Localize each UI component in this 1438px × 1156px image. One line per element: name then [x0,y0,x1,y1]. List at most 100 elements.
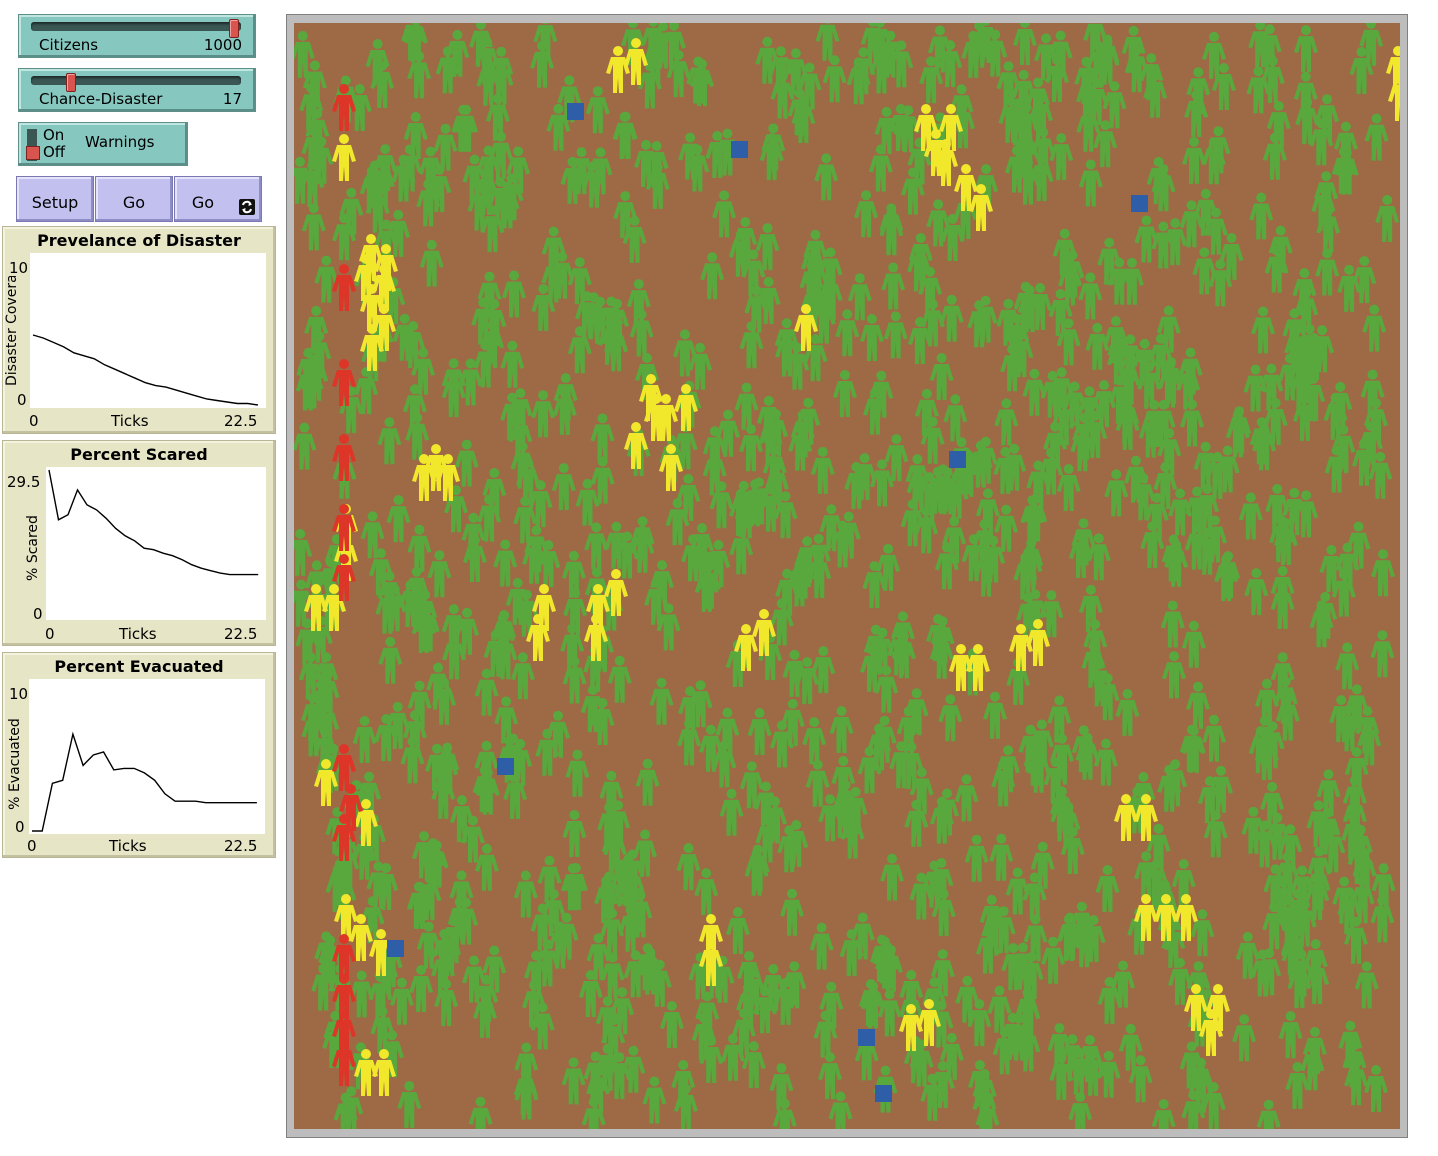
citizens-slider[interactable]: Citizens 1000 [18,14,256,58]
citizen-agent [747,708,772,755]
citizen-agent [513,870,538,918]
citizen-agent [862,561,887,609]
citizen-agent [1097,976,1122,1024]
safe-zone-marker [858,1029,875,1046]
citizen-agent [531,390,556,438]
citizen-agent [1352,256,1377,304]
citizen-agent [1115,688,1140,736]
citizen-agent [712,740,737,788]
plot-area [46,467,266,620]
citizen-agent [635,758,660,806]
slider-label: Chance-Disaster [39,90,163,108]
citizen-agent [964,834,989,882]
x-max-label: 22.5 [224,412,258,430]
citizen-agent [585,86,610,134]
scared-agent [532,584,556,631]
plot-area [29,679,265,834]
citizen-agent [1249,192,1274,240]
citizen-agent [725,907,750,954]
safe-zone-marker [387,940,404,957]
citizen-agent [676,843,701,891]
citizen-agent [502,270,526,318]
switch-rail[interactable] [27,129,37,161]
slider-track[interactable] [31,22,241,31]
slider-thumb[interactable] [228,19,239,38]
citizen-agent [500,340,525,388]
citizen-agent [565,749,590,797]
citizen-agent [1160,600,1185,648]
citizen-agent [780,888,804,936]
citizen-agent [575,478,600,526]
go-button[interactable]: Go [95,176,173,222]
series-line [32,334,259,406]
x-axis-label: Ticks [119,625,157,643]
y-max-label: 10 [9,685,29,703]
switch-on-label: On [43,126,65,144]
citizen-agent [1371,549,1395,597]
warnings-switch[interactable]: On Off Warnings [18,122,188,166]
y-min-label: 0 [15,818,25,836]
citizen-agent [809,922,834,970]
citizen-agent [870,459,894,507]
citizen-agent [584,522,609,570]
citizen-agent [378,636,403,684]
citizen-agent [626,279,651,327]
citizen-agent [926,199,951,247]
citizen-agent [493,539,518,587]
slider-track[interactable] [31,76,241,85]
world-view[interactable] [286,14,1408,1138]
citizen-agent [1095,865,1120,912]
citizen-agent [578,970,603,1017]
citizen-agent [561,1057,586,1105]
citizen-agent [1202,714,1226,762]
citizen-agent [1041,936,1066,984]
go-forever-button[interactable]: Go [174,176,262,222]
citizen-agent [1243,364,1268,412]
citizen-agent [1068,1092,1093,1129]
citizen-agent [1186,681,1210,729]
slider-thumb[interactable] [65,73,76,92]
citizen-agent [929,353,954,400]
citizen-agent [1182,136,1206,184]
citizen-agent [1232,1014,1257,1062]
y-axis-label: % Scared [25,515,41,581]
slider-label: Citizens [39,36,99,54]
citizen-agent [294,422,317,470]
switch-off-label: Off [43,143,66,161]
chance-disaster-slider[interactable]: Chance-Disaster 17 [18,68,256,112]
setup-button-label: Setup [31,193,79,212]
citizen-agent [1049,133,1074,181]
setup-button[interactable]: Setup [16,176,94,222]
citizen-agent [802,717,827,765]
y-min-label: 0 [17,391,27,409]
citizen-agent [1085,322,1110,370]
citizen-agent [621,1045,646,1093]
series-line [32,731,257,832]
citizen-agent [983,691,1007,739]
citizen-agent [1375,195,1400,242]
scared-agent [332,134,356,181]
citizen-agent [815,23,840,61]
world-canvas[interactable] [294,23,1400,1129]
citizen-agent [1370,630,1395,678]
citizen-agent [700,252,725,300]
citizen-agent [1093,738,1118,786]
plot-title: Prevelance of Disaster [37,231,241,250]
switch-knob[interactable] [26,146,40,160]
x-min-label: 0 [29,412,39,430]
citizen-agent [1251,306,1276,354]
citizen-agent [1315,248,1340,296]
citizen-agent [590,413,615,461]
citizen-agent [352,716,377,763]
y-axis-label: % Evacuated [7,718,23,810]
citizen-agent [314,255,339,303]
citizen-agent [1134,215,1159,263]
citizen-agent [1335,642,1360,690]
citizen-agent [397,1081,422,1128]
percent-scared-plot: Percent Scared 29.5 0 % Scared 0 Ticks 2… [2,440,276,646]
citizen-agent [444,485,468,533]
citizen-agent [1285,1062,1310,1109]
x-max-label: 22.5 [224,625,258,643]
citizen-agent [876,543,901,591]
citizen-agent [649,677,674,725]
